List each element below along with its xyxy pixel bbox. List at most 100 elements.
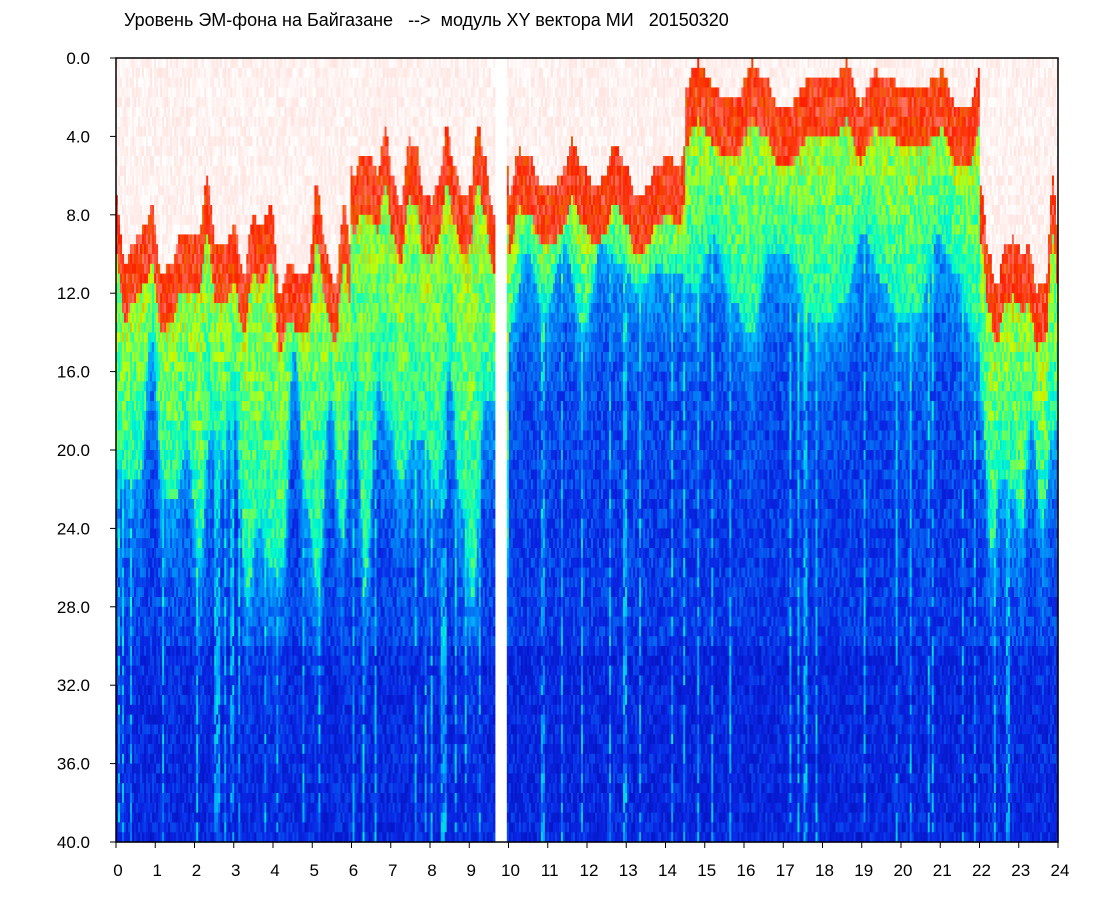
heatmap-cell (132, 214, 135, 226)
heatmap-cell (130, 401, 133, 412)
heatmap-cell (138, 724, 141, 735)
heatmap-cell (124, 626, 127, 637)
heatmap-cell (152, 793, 155, 804)
heatmap-cell (162, 352, 165, 363)
heatmap-cell (148, 724, 151, 735)
heatmap-cell (126, 665, 129, 676)
heatmap-cell (132, 263, 135, 275)
heatmap-cell (126, 557, 129, 569)
heatmap-cell (134, 391, 137, 402)
heatmap-cell (166, 420, 169, 431)
heatmap-cell (148, 352, 151, 363)
heatmap-cell (130, 675, 133, 686)
heatmap-cell (122, 352, 125, 363)
heatmap-cell (148, 97, 151, 108)
heatmap-cell (146, 87, 149, 98)
heatmap-cell (120, 479, 123, 490)
heatmap-cell (142, 724, 145, 735)
heatmap-cell (140, 528, 143, 539)
heatmap-cell (164, 381, 167, 392)
heatmap-cell (160, 352, 163, 363)
heatmap-cell (142, 822, 145, 833)
heatmap-cell (152, 812, 155, 823)
heatmap-cell (144, 577, 147, 588)
heatmap-cell (120, 626, 123, 637)
heatmap-cell (120, 410, 123, 422)
heatmap-cell (128, 459, 131, 471)
heatmap-cell (154, 195, 157, 206)
heatmap-cell (140, 793, 143, 804)
heatmap-cell (138, 254, 141, 265)
heatmap-cell (124, 342, 127, 353)
heatmap-cell (158, 410, 161, 422)
heatmap-cell (154, 489, 157, 500)
heatmap-cell (132, 695, 135, 706)
heatmap-cell (138, 734, 141, 745)
heatmap-cell (154, 303, 157, 314)
heatmap-cell (140, 185, 143, 196)
heatmap-cell (120, 518, 123, 529)
heatmap-cell (166, 606, 169, 618)
heatmap-cell (156, 126, 159, 137)
heatmap-cell (162, 322, 165, 333)
heatmap-cell (164, 597, 167, 608)
heatmap-cell (136, 67, 139, 79)
heatmap-cell (136, 391, 139, 402)
heatmap-cell (154, 548, 157, 559)
heatmap-cell (148, 244, 151, 255)
heatmap-cell (118, 371, 121, 382)
heatmap-cell (132, 185, 135, 196)
heatmap-cell (140, 136, 143, 147)
heatmap-cell (154, 224, 157, 235)
heatmap-cell (156, 361, 159, 373)
heatmap-cell (144, 793, 147, 804)
heatmap-cell (122, 597, 125, 608)
heatmap-cell (132, 361, 135, 373)
heatmap-cell (154, 567, 157, 578)
heatmap-cell (142, 685, 145, 696)
heatmap-cell (136, 734, 139, 745)
heatmap-cell (150, 303, 153, 314)
heatmap-cell (150, 224, 153, 235)
heatmap-cell (126, 87, 129, 98)
heatmap-cell (140, 391, 143, 402)
heatmap-cell (152, 97, 155, 108)
heatmap-cell (116, 812, 119, 823)
heatmap-cell (134, 381, 137, 392)
heatmap-cell (134, 459, 137, 471)
heatmap-cell (140, 616, 143, 627)
heatmap-cell (146, 352, 149, 363)
heatmap-cell (148, 753, 151, 765)
heatmap-cell (118, 116, 121, 128)
heatmap-cell (154, 420, 157, 431)
heatmap-cell (124, 234, 127, 245)
heatmap-cell (128, 126, 131, 137)
heatmap-cell (160, 812, 163, 823)
heatmap-cell (144, 205, 147, 216)
heatmap-cell (142, 263, 145, 275)
heatmap-cell (130, 440, 133, 451)
heatmap-cell (118, 469, 121, 480)
heatmap-cell (152, 234, 155, 245)
heatmap-cell (162, 518, 165, 529)
heatmap-cell (134, 244, 137, 255)
heatmap-cell (146, 548, 149, 559)
heatmap-cell (158, 214, 161, 226)
heatmap-cell (156, 342, 159, 353)
heatmap-cell (152, 312, 155, 324)
heatmap-cell (128, 185, 131, 196)
heatmap-cell (132, 283, 135, 294)
heatmap-cell (156, 391, 159, 402)
heatmap-cell (164, 783, 167, 794)
heatmap-cell (148, 606, 151, 618)
heatmap-cell (154, 312, 157, 324)
heatmap-cell (148, 763, 151, 774)
heatmap-cell (124, 685, 127, 696)
heatmap-cell (138, 332, 141, 343)
heatmap-cell (130, 626, 133, 637)
heatmap-cell (124, 254, 127, 265)
heatmap-cell (138, 606, 141, 618)
heatmap-cell (126, 273, 129, 284)
heatmap-cell (160, 342, 163, 353)
heatmap-cell (142, 744, 145, 755)
